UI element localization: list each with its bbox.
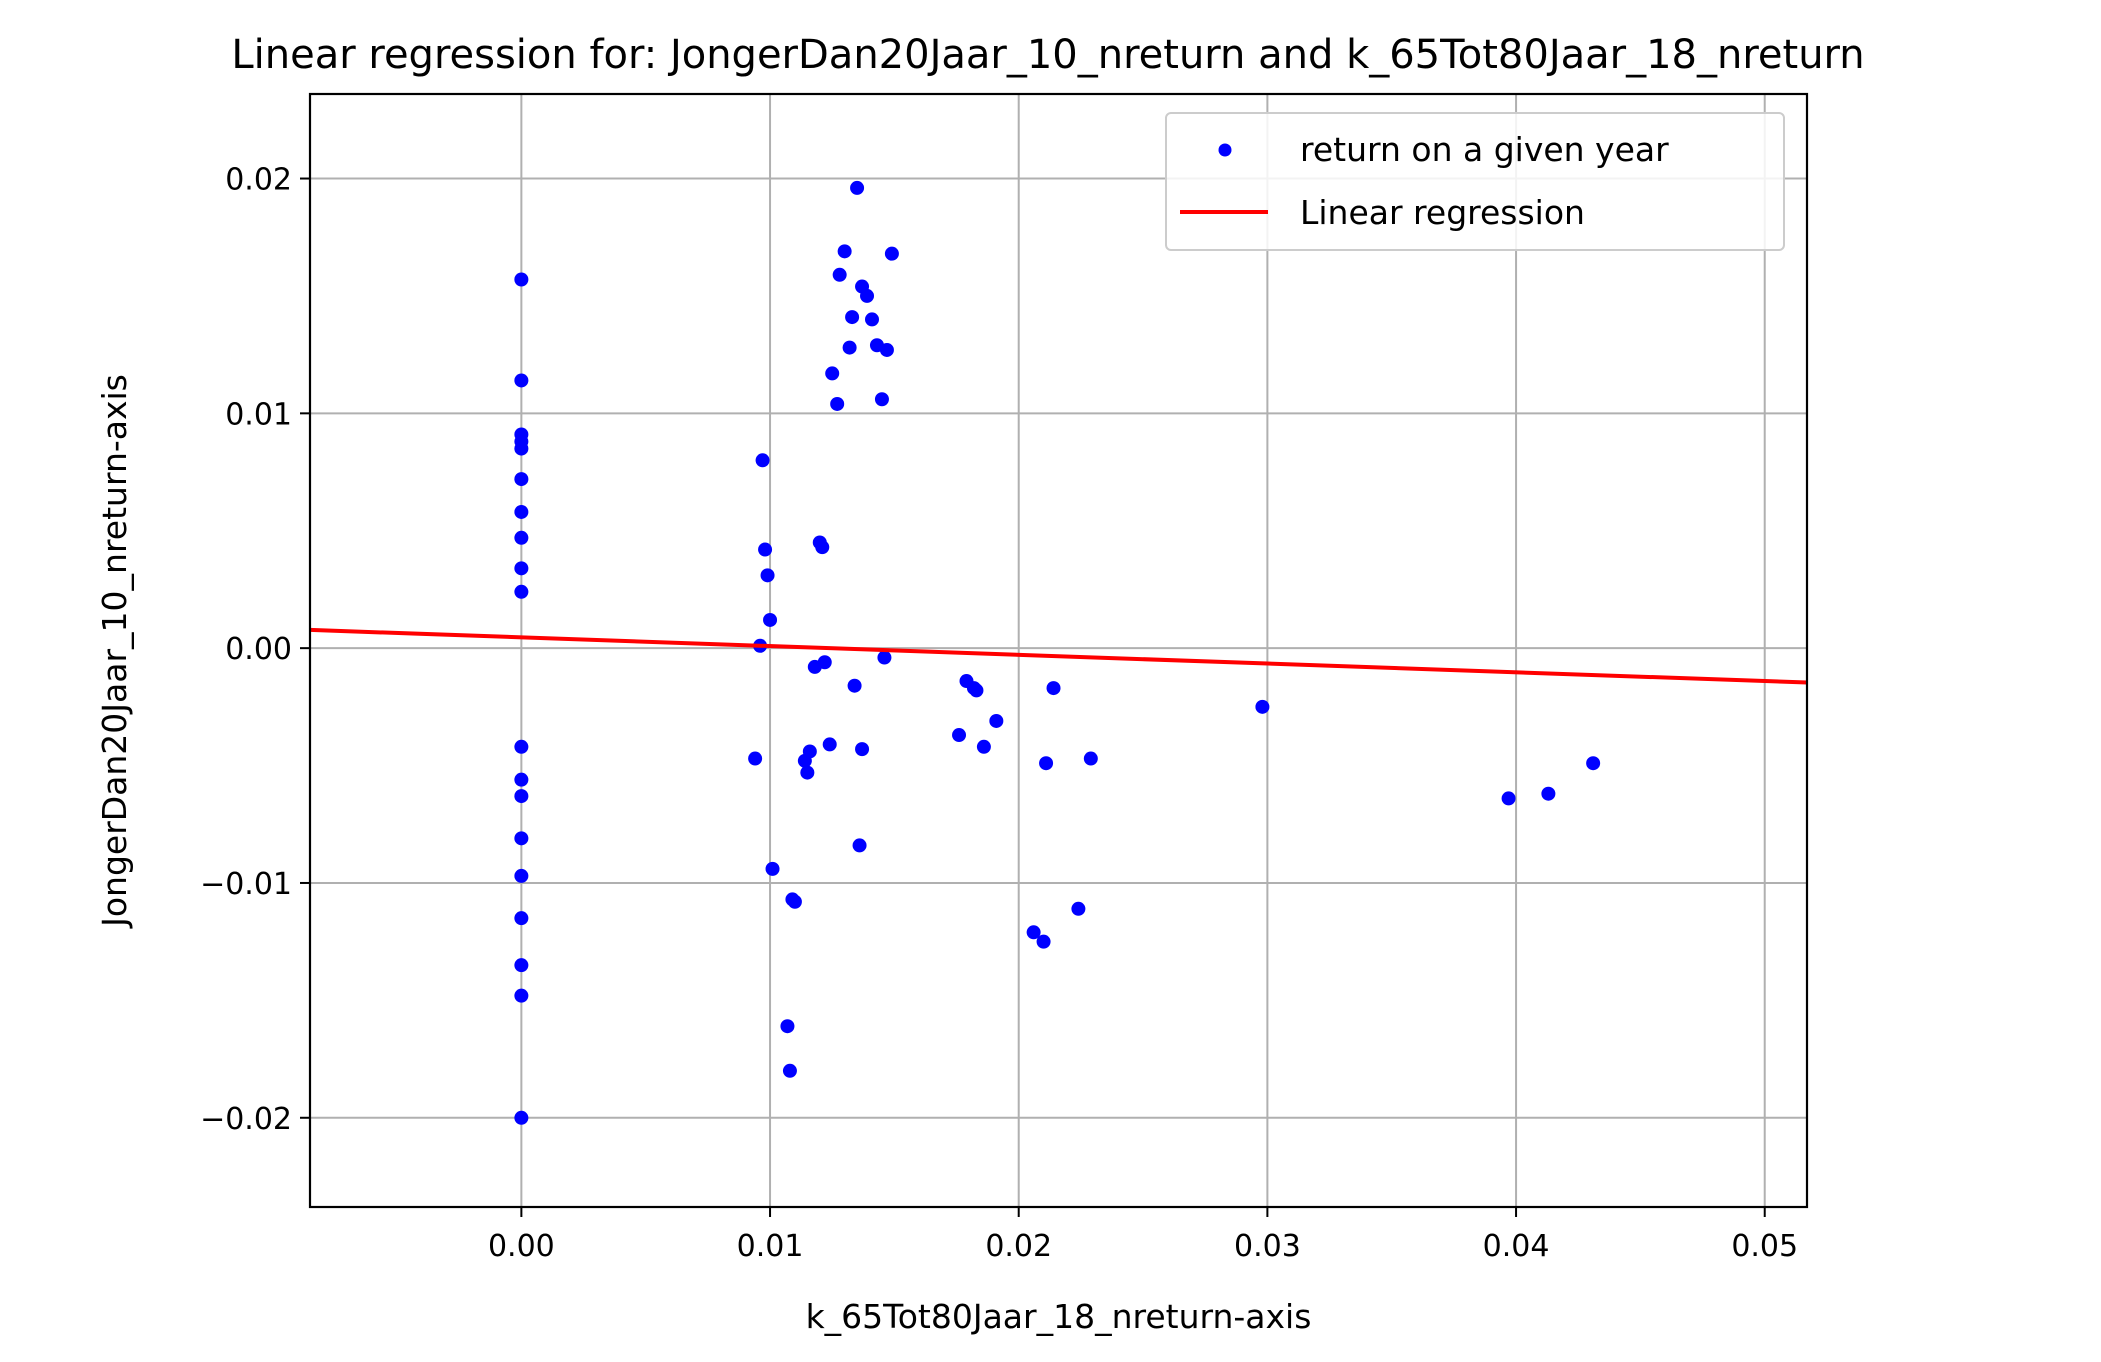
data-point [884,246,899,261]
data-point [514,789,529,804]
data-point [874,392,889,407]
data-point [514,561,529,576]
legend-entry-regression: Linear regression [1300,193,1585,232]
data-point [952,728,967,743]
x-tick-label: 0.00 [488,1229,555,1264]
data-point [800,765,815,780]
data-point [855,742,870,757]
data-point [1039,756,1054,771]
gridlines [310,94,1807,1207]
x-tick-label: 0.01 [737,1229,804,1264]
data-point [748,751,763,766]
data-point [760,568,775,583]
data-point [787,894,802,909]
x-tick-label: 0.02 [985,1229,1052,1264]
data-point [1541,786,1556,801]
data-point [514,441,529,456]
data-point [842,340,857,355]
data-point [864,312,879,327]
y-tick-label: 0.02 [225,163,292,198]
data-point [1046,681,1061,696]
chart-title: Linear regression for: JongerDan20Jaar_1… [231,32,1864,78]
regression-line-group [309,627,1808,685]
data-point [822,737,837,752]
data-point [845,310,860,325]
legend-box [1165,112,1785,251]
regression-line [309,627,1808,685]
scatter-points [514,180,1601,1125]
data-point [802,744,817,759]
data-point [1501,791,1516,806]
data-point [758,542,773,557]
x-tick-label: 0.04 [1483,1229,1550,1264]
data-point [755,453,770,468]
legend: return on a given year Linear regression [1165,112,1785,251]
y-tick-label: 0.01 [225,397,292,432]
data-point [852,838,867,853]
data-point [832,267,847,282]
data-point [514,772,529,787]
data-point [817,655,832,670]
data-point [850,180,865,195]
data-point [514,868,529,883]
data-point [514,472,529,487]
data-point [877,650,892,665]
data-point [514,1110,529,1125]
data-point [514,373,529,388]
data-point [825,366,840,381]
data-point [976,739,991,754]
x-tick-label: 0.03 [1234,1229,1301,1264]
data-point [780,1019,795,1034]
legend-entry-scatter: return on a given year [1300,130,1669,169]
data-point [860,288,875,303]
data-point [514,739,529,754]
data-point [879,342,894,357]
y-tick-label: −0.02 [200,1102,292,1137]
data-point [1036,934,1051,949]
data-point [1255,699,1270,714]
data-point [514,831,529,846]
y-tick-label: −0.01 [200,867,292,902]
data-point [763,612,778,627]
data-point [514,530,529,545]
data-point [514,988,529,1003]
data-point [847,678,862,693]
data-point [765,861,780,876]
data-point [514,272,529,287]
data-point [1071,901,1086,916]
data-point [815,540,830,555]
data-point [782,1063,797,1078]
y-axis-label: JongerDan20Jaar_10_nreturn-axis [95,374,134,929]
data-point [514,958,529,973]
data-point [1586,756,1601,771]
plot-frame [308,92,1809,1209]
legend-scatter-marker [1218,143,1232,157]
data-point [514,911,529,926]
data-point [1026,925,1041,940]
data-point [969,683,984,698]
data-point [514,504,529,519]
y-tick-label: 0.00 [225,632,292,667]
data-point [989,713,1004,728]
data-point [514,584,529,599]
x-axis-label: k_65Tot80Jaar_18_nreturn-axis [806,1297,1312,1336]
data-point [837,244,852,259]
x-tick-label: 0.05 [1731,1229,1798,1264]
data-point [1083,751,1098,766]
axis-ticks: 0.00 0.01 0.02 0.03 0.04 0.05 −0.02 −0.01 0.00 0.… [200,163,1798,1264]
data-point [830,396,845,411]
